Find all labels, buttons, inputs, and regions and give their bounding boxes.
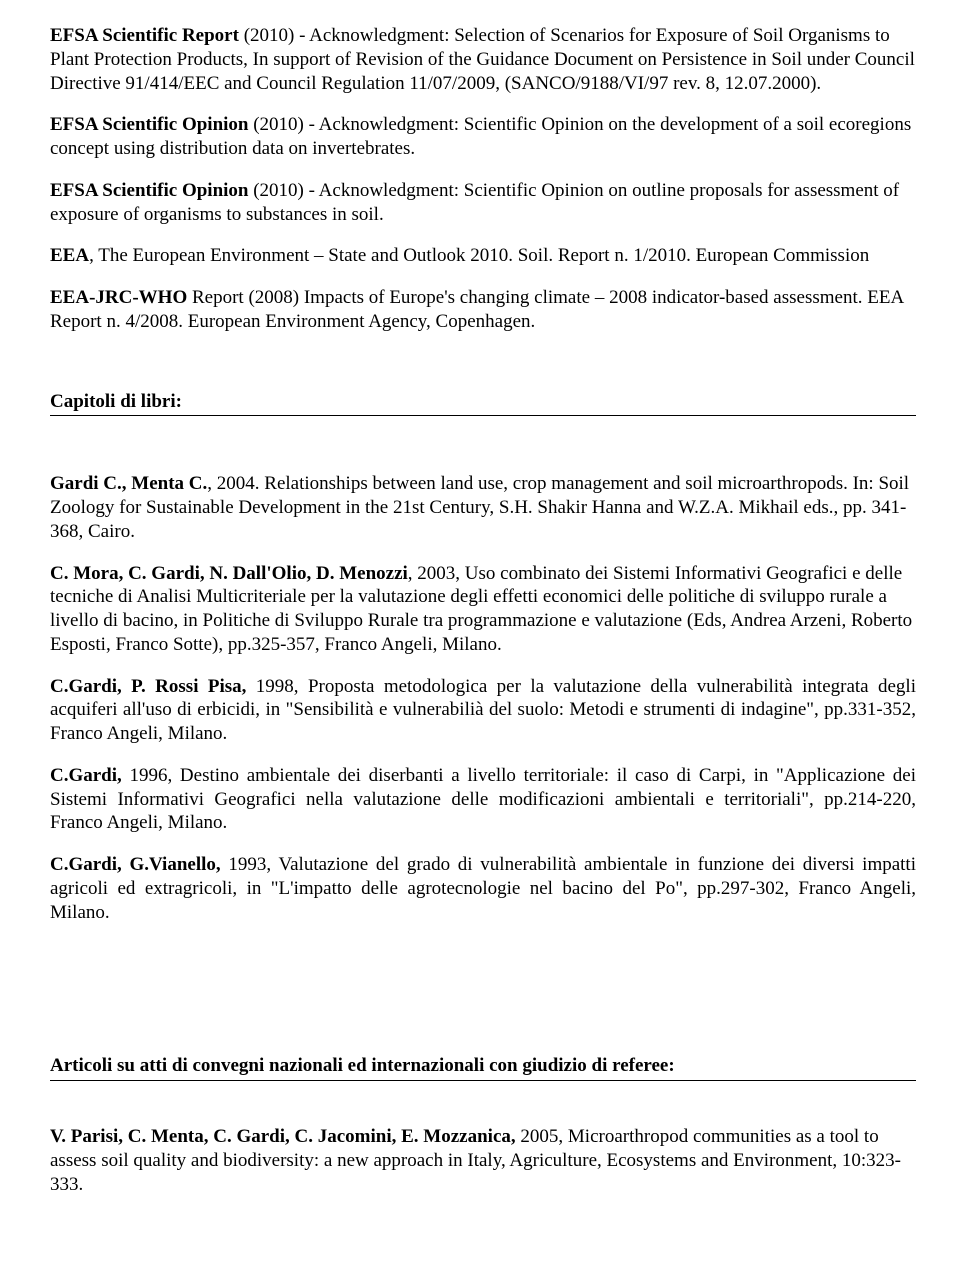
ref-lead: EFSA Scientific Opinion [50, 180, 248, 201]
chapter-lead: Gardi C., Menta C. [50, 473, 207, 494]
chapter-lead: C. Mora, C. Gardi, N. Dall'Olio, D. Meno… [50, 563, 408, 584]
ref-lead: EFSA Scientific Opinion [50, 114, 248, 135]
ref-lead: EFSA Scientific Report [50, 25, 239, 46]
chapter-item: C.Gardi, P. Rossi Pisa, 1998, Proposta m… [50, 675, 916, 746]
section-rule [50, 1080, 916, 1081]
ref-rest: , The European Environment – State and O… [89, 245, 869, 266]
chapter-item: C.Gardi, 1996, Destino ambientale dei di… [50, 764, 916, 835]
chapter-item: Gardi C., Menta C., 2004. Relationships … [50, 472, 916, 543]
ref-item: EFSA Scientific Opinion (2010) - Acknowl… [50, 113, 916, 161]
ref-lead: EEA [50, 245, 89, 266]
ref-item: EEA, The European Environment – State an… [50, 244, 916, 268]
chapter-lead: C.Gardi, G.Vianello, [50, 854, 221, 875]
article-lead: V. Parisi, C. Menta, C. Gardi, C. Jacomi… [50, 1126, 516, 1147]
chapter-lead: C.Gardi, [50, 765, 122, 786]
chapter-item: C.Gardi, G.Vianello, 1993, Valutazione d… [50, 853, 916, 924]
article-item: V. Parisi, C. Menta, C. Gardi, C. Jacomi… [50, 1125, 916, 1196]
chapter-rest: 1996, Destino ambientale dei diserbanti … [50, 765, 916, 834]
section-heading-capitoli: Capitoli di libri: [50, 390, 916, 414]
section-heading-articoli: Articoli su atti di convegni nazionali e… [50, 1054, 916, 1078]
ref-item: EFSA Scientific Opinion (2010) - Acknowl… [50, 179, 916, 227]
ref-item: EFSA Scientific Report (2010) - Acknowle… [50, 24, 916, 95]
section-rule [50, 415, 916, 416]
chapter-lead: C.Gardi, P. Rossi Pisa, [50, 676, 246, 697]
chapter-item: C. Mora, C. Gardi, N. Dall'Olio, D. Meno… [50, 562, 916, 657]
ref-lead: EEA-JRC-WHO [50, 287, 187, 308]
ref-item: EEA-JRC-WHO Report (2008) Impacts of Eur… [50, 286, 916, 334]
